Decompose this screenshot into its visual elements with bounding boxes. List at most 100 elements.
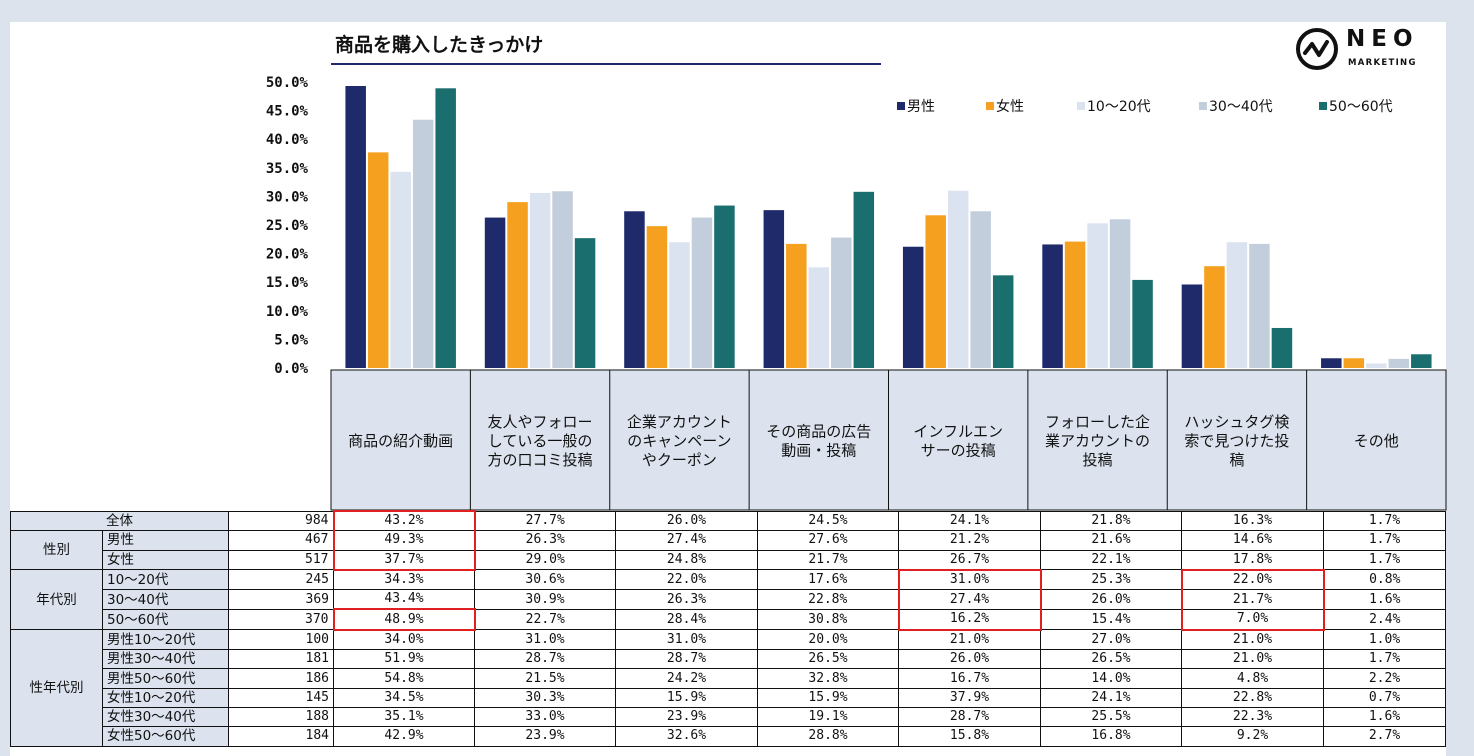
neo-logo-icon <box>1296 28 1338 70</box>
value-cell: 28.7% <box>615 649 758 670</box>
sample-size: 467 <box>228 530 334 551</box>
value-cell: 34.3% <box>333 569 475 591</box>
table-row: 性年代別 男性10〜20代 100 34.0% 31.0% 31.0% 20.0% 21.0%… <box>10 629 1446 747</box>
value-cell: 1.6% <box>1323 589 1446 610</box>
value-cell: 30.8% <box>757 608 899 631</box>
group-label: 性年代別 <box>10 629 103 747</box>
bar-1-0 <box>484 217 506 368</box>
bar-6-3 <box>1249 243 1270 368</box>
value-cell: 0.7% <box>1323 687 1446 708</box>
value-cell: 23.9% <box>474 726 616 747</box>
bar-1-3 <box>552 191 573 368</box>
value-cell: 43.2% <box>332 510 476 532</box>
value-cell: 24.1% <box>898 510 1041 532</box>
value-cell: 29.0% <box>474 549 616 571</box>
legend-swatch-2 <box>1077 102 1085 110</box>
row-label: 女性50〜60代 <box>102 726 229 747</box>
value-cell: 24.1% <box>1040 687 1182 708</box>
bar-1-2 <box>529 192 551 368</box>
bar-1-1 <box>507 202 528 368</box>
category-label: 業アカウントの <box>1045 432 1150 450</box>
value-cell: 22.0% <box>615 569 758 591</box>
value-cell: 17.8% <box>1181 549 1324 571</box>
value-cell: 23.9% <box>615 706 758 728</box>
value-cell: 1.7% <box>1323 530 1446 551</box>
y-tick-label: 30.0% <box>266 189 309 205</box>
value-cell: 24.8% <box>615 549 758 571</box>
row-label: 男性50〜60代 <box>102 668 229 689</box>
table-row: 女性 517 37.7% 29.0% 24.8% 21.7% 26.7% 22.1% 17.8%… <box>11 549 1446 571</box>
value-cell: 16.8% <box>1040 726 1182 747</box>
category-label: 友人やフォロー <box>488 413 593 431</box>
data-table: 全体 984 43.2% 27.7% 26.0% 24.5% 24.1% 21.8% 16.3%… <box>10 510 1446 747</box>
bar-1-4 <box>574 238 596 368</box>
bar-2-1 <box>646 226 668 368</box>
value-cell: 34.5% <box>333 687 475 708</box>
value-cell: 16.3% <box>1181 510 1324 532</box>
value-cell: 21.0% <box>1181 629 1324 651</box>
bar-0-3 <box>412 119 434 368</box>
value-cell: 21.0% <box>898 629 1041 651</box>
value-cell: 2.2% <box>1323 668 1446 689</box>
bar-6-2 <box>1226 242 1248 368</box>
table-row: 30〜40代 369 43.4% 30.9% 26.3% 22.8% 27.4% 26.0% 2… <box>11 589 1446 610</box>
legend-swatch-1 <box>986 102 994 110</box>
category-label: サーの投稿 <box>921 442 996 460</box>
value-cell: 43.4% <box>333 589 475 610</box>
value-cell: 22.3% <box>1181 706 1324 728</box>
sample-size: 984 <box>228 510 334 532</box>
table-row: 男性30〜40代 181 51.9% 28.7% 28.7% 26.5% 26.0% 26.5… <box>11 649 1446 670</box>
legend-label-4: 50〜60代 <box>1329 99 1393 115</box>
value-cell: 17.6% <box>757 569 899 591</box>
bar-7-3 <box>1388 358 1410 368</box>
legend-label-3: 30〜40代 <box>1209 99 1273 115</box>
value-cell: 21.0% <box>1181 649 1324 670</box>
category-label: インフルエン <box>913 423 1003 441</box>
y-tick-label: 15.0% <box>266 275 309 291</box>
value-cell: 21.6% <box>1040 530 1182 551</box>
value-cell: 2.7% <box>1323 726 1446 747</box>
legend-swatch-0 <box>897 102 905 110</box>
row-label: 女性30〜40代 <box>102 706 229 728</box>
row-label: 男性10〜20代 <box>102 629 229 651</box>
value-cell: 1.7% <box>1323 649 1446 670</box>
y-tick-label: 45.0% <box>266 104 309 120</box>
bar-5-4 <box>1132 279 1153 368</box>
bar-5-0 <box>1042 244 1063 368</box>
value-cell: 27.4% <box>897 589 1042 610</box>
category-label: ハッシュタグ検 <box>1184 413 1289 431</box>
category-label: 投稿 <box>1083 451 1113 469</box>
bar-6-1 <box>1204 266 1225 368</box>
value-cell: 0.8% <box>1323 569 1446 591</box>
row-label: 女性 <box>102 549 229 571</box>
bar-3-2 <box>808 267 830 368</box>
bar-7-1 <box>1343 358 1365 368</box>
sample-size: 245 <box>228 569 334 591</box>
bar-3-3 <box>831 237 852 368</box>
value-cell: 26.0% <box>615 510 758 532</box>
value-cell: 51.9% <box>333 649 475 670</box>
bar-7-4 <box>1411 354 1432 368</box>
row-label: 10〜20代 <box>102 569 229 591</box>
row-label: 50〜60代 <box>102 608 229 631</box>
value-cell: 22.8% <box>1181 687 1324 708</box>
y-tick-label: 35.0% <box>266 161 309 177</box>
bar-3-0 <box>763 210 785 368</box>
y-tick-label: 20.0% <box>266 247 309 263</box>
value-cell: 1.7% <box>1323 549 1446 571</box>
table-row: 男性50〜60代 186 54.8% 21.5% 24.2% 32.8% 16.7% 14.0… <box>11 668 1446 689</box>
value-cell: 26.5% <box>1040 649 1182 670</box>
value-cell: 34.0% <box>333 629 475 651</box>
y-tick-label: 0.0% <box>274 361 308 377</box>
value-cell: 33.0% <box>474 706 616 728</box>
value-cell: 30.9% <box>474 589 616 610</box>
row-label: 30〜40代 <box>102 589 229 610</box>
category-label: その商品の広告 <box>766 423 871 441</box>
value-cell: 31.0% <box>897 568 1042 591</box>
value-cell: 15.9% <box>615 687 758 708</box>
value-cell: 31.0% <box>474 629 616 651</box>
table-row: 50〜60代 370 48.9% 22.7% 28.4% 30.8% 16.2% 15.4% 7… <box>11 608 1446 631</box>
value-cell: 42.9% <box>333 726 475 747</box>
legend-label-1: 女性 <box>996 98 1024 115</box>
category-label: 商品の紹介動画 <box>348 432 453 450</box>
